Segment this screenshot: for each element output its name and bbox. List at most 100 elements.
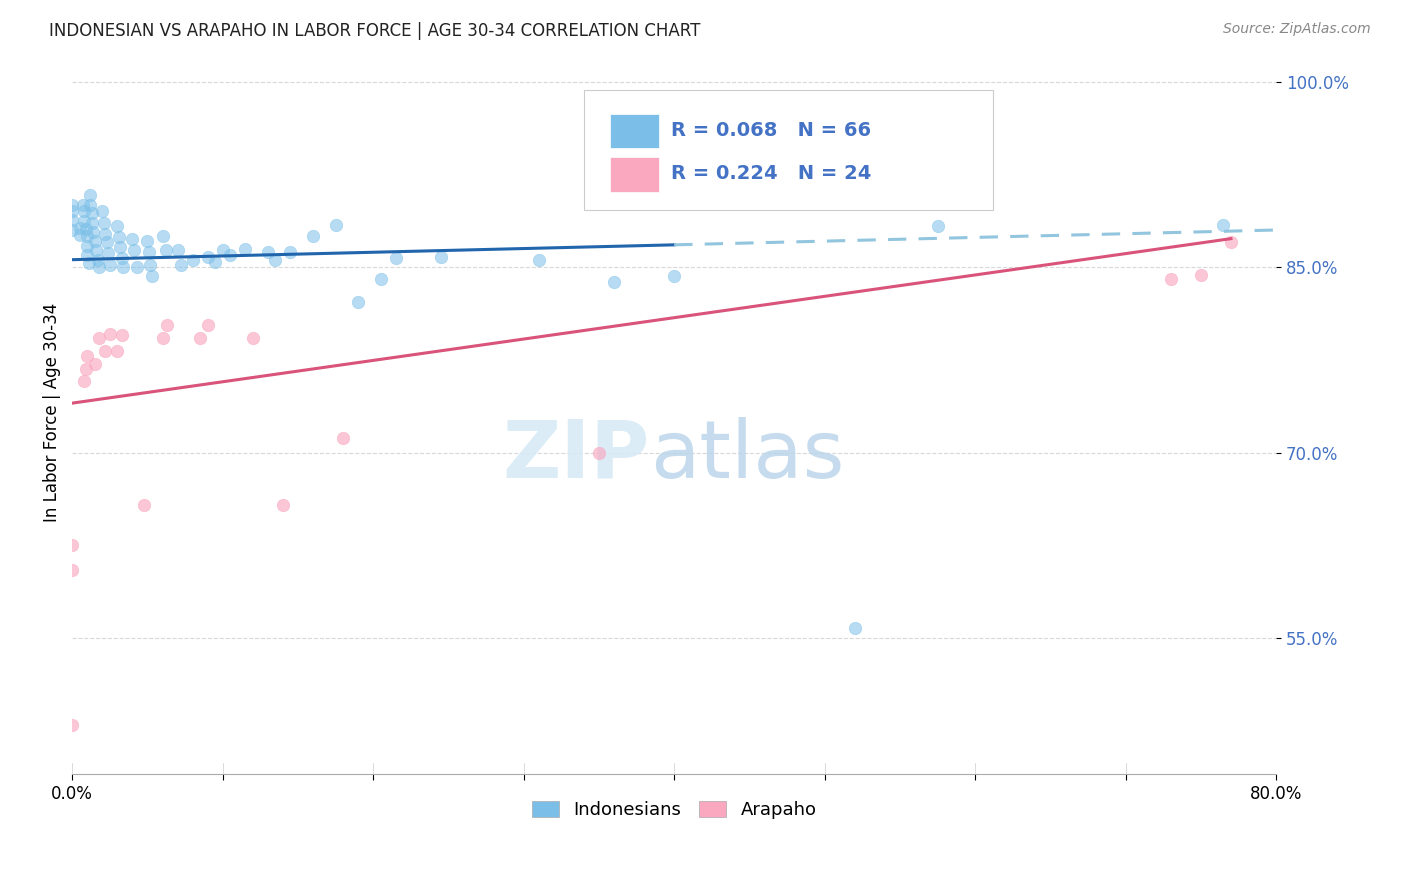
Point: [91, 204, 114, 219]
Point: [370, 272, 392, 286]
Text: atlas: atlas: [650, 417, 845, 495]
Point: [197, 250, 219, 264]
Point: [588, 445, 610, 459]
Point: [325, 218, 347, 232]
Point: [77, 256, 100, 270]
Point: [75, 361, 97, 376]
Point: [280, 245, 302, 260]
Point: [152, 330, 174, 344]
Text: R = 0.068   N = 66: R = 0.068 N = 66: [671, 120, 870, 140]
Point: [80, 205, 103, 219]
Point: [122, 243, 145, 257]
Point: [927, 219, 949, 234]
Point: [233, 242, 256, 256]
Point: [152, 229, 174, 244]
Point: [211, 243, 233, 257]
Point: [83, 357, 105, 371]
Point: [73, 204, 96, 219]
Point: [1219, 235, 1241, 250]
Point: [264, 252, 287, 267]
Point: [108, 230, 131, 244]
Point: [527, 252, 550, 267]
Point: [188, 330, 211, 344]
Point: [83, 234, 105, 248]
Point: [603, 275, 626, 289]
Point: [60, 198, 83, 212]
Legend: Indonesians, Arapaho: Indonesians, Arapaho: [524, 794, 824, 827]
Point: [60, 563, 83, 577]
Point: [60, 204, 83, 219]
Point: [1160, 272, 1182, 286]
FancyBboxPatch shape: [583, 90, 993, 210]
Point: [271, 498, 294, 512]
Point: [105, 344, 128, 359]
Point: [430, 250, 453, 264]
Point: [242, 330, 264, 344]
Point: [69, 227, 91, 242]
FancyBboxPatch shape: [610, 157, 658, 192]
Point: [134, 498, 156, 512]
Point: [60, 538, 83, 552]
Point: [166, 243, 188, 257]
Point: [302, 229, 325, 244]
Point: [60, 213, 83, 227]
Point: [79, 188, 101, 202]
Point: [155, 243, 177, 257]
Point: [204, 255, 226, 269]
Point: [347, 294, 370, 309]
Point: [181, 252, 204, 267]
Point: [87, 252, 110, 267]
Point: [69, 220, 91, 235]
Point: [138, 245, 160, 260]
Point: [219, 248, 242, 262]
Point: [98, 258, 121, 272]
Point: [93, 216, 115, 230]
Point: [1189, 268, 1212, 282]
Point: [94, 344, 117, 359]
FancyBboxPatch shape: [610, 113, 658, 148]
Point: [197, 318, 219, 333]
Point: [96, 235, 118, 250]
Point: [662, 268, 685, 283]
Point: [1212, 218, 1234, 232]
Point: [75, 221, 97, 235]
Point: [76, 239, 98, 253]
Point: [76, 248, 98, 262]
Point: [111, 252, 134, 266]
Point: [111, 328, 134, 343]
Point: [73, 214, 96, 228]
Point: [76, 229, 98, 244]
Point: [80, 216, 103, 230]
Text: INDONESIAN VS ARAPAHO IN LABOR FORCE | AGE 30-34 CORRELATION CHART: INDONESIAN VS ARAPAHO IN LABOR FORCE | A…: [49, 22, 700, 40]
Point: [60, 717, 83, 731]
Point: [76, 349, 98, 363]
Point: [105, 219, 128, 234]
Y-axis label: In Labor Force | Age 30-34: In Labor Force | Age 30-34: [44, 302, 60, 522]
Point: [89, 260, 111, 274]
Point: [141, 268, 163, 283]
Point: [94, 227, 117, 241]
Text: Source: ZipAtlas.com: Source: ZipAtlas.com: [1223, 22, 1371, 37]
Text: ZIP: ZIP: [503, 417, 650, 495]
Point: [125, 260, 148, 274]
Point: [257, 245, 280, 260]
Point: [72, 198, 94, 212]
Point: [60, 223, 83, 237]
Point: [110, 240, 132, 254]
Point: [384, 252, 406, 266]
Point: [169, 258, 191, 272]
Point: [332, 431, 354, 445]
Point: [844, 621, 866, 635]
Point: [139, 258, 162, 272]
Point: [79, 198, 101, 212]
Point: [112, 260, 135, 274]
Point: [98, 326, 121, 341]
Text: R = 0.224   N = 24: R = 0.224 N = 24: [671, 164, 870, 183]
Point: [82, 226, 104, 240]
Point: [97, 246, 120, 260]
Point: [84, 243, 107, 257]
Point: [156, 318, 179, 333]
Point: [73, 374, 96, 388]
Point: [89, 330, 111, 344]
Point: [121, 232, 143, 246]
